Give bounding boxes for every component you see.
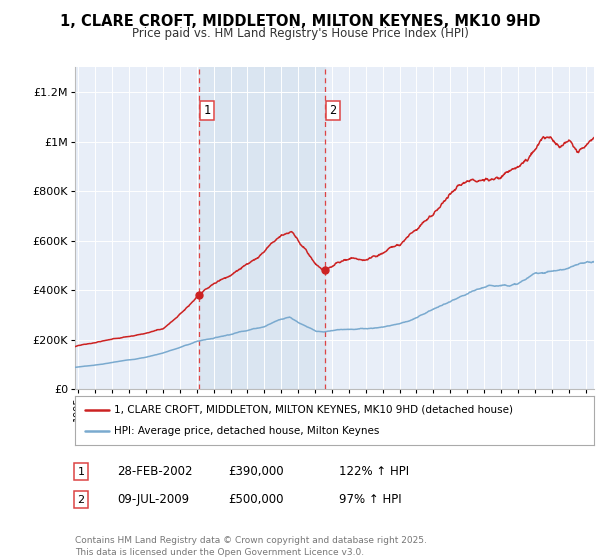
Text: Contains HM Land Registry data © Crown copyright and database right 2025.
This d: Contains HM Land Registry data © Crown c… — [75, 536, 427, 557]
Text: 1, CLARE CROFT, MIDDLETON, MILTON KEYNES, MK10 9HD: 1, CLARE CROFT, MIDDLETON, MILTON KEYNES… — [60, 14, 540, 29]
Text: HPI: Average price, detached house, Milton Keynes: HPI: Average price, detached house, Milt… — [114, 426, 379, 436]
Text: 122% ↑ HPI: 122% ↑ HPI — [339, 465, 409, 478]
Text: £500,000: £500,000 — [228, 493, 284, 506]
Text: 1: 1 — [203, 104, 211, 117]
Text: Price paid vs. HM Land Registry's House Price Index (HPI): Price paid vs. HM Land Registry's House … — [131, 27, 469, 40]
Text: 1: 1 — [77, 466, 85, 477]
Text: 97% ↑ HPI: 97% ↑ HPI — [339, 493, 401, 506]
Text: 2: 2 — [329, 104, 336, 117]
Text: 1, CLARE CROFT, MIDDLETON, MILTON KEYNES, MK10 9HD (detached house): 1, CLARE CROFT, MIDDLETON, MILTON KEYNES… — [114, 405, 513, 415]
Text: 09-JUL-2009: 09-JUL-2009 — [117, 493, 189, 506]
Text: 28-FEB-2002: 28-FEB-2002 — [117, 465, 193, 478]
Text: £390,000: £390,000 — [228, 465, 284, 478]
Text: 2: 2 — [77, 494, 85, 505]
Bar — [199, 67, 325, 389]
